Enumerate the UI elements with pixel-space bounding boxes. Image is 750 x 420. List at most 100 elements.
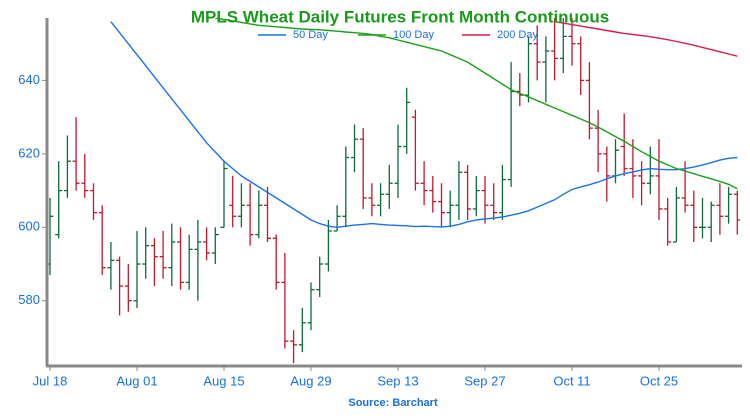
ohlc-bar	[63, 135, 71, 198]
x-tick-label: Oct 11	[553, 373, 590, 388]
ohlc-bar	[525, 36, 532, 103]
ohlc-bar	[725, 186, 733, 224]
ohlc-bar	[168, 223, 176, 287]
legend-label: 100 Day	[393, 29, 434, 41]
ohlc-bar	[377, 183, 385, 217]
ohlc-bar	[464, 164, 472, 220]
ohlc-bar	[620, 113, 628, 176]
y-tick-label: 640	[18, 72, 40, 87]
ohlc-bar	[707, 201, 715, 242]
y-tick-label: 620	[18, 145, 40, 160]
chart-title: MPLS Wheat Daily Futures Front Month Con…	[191, 7, 609, 26]
ohlc-bar	[351, 124, 358, 173]
ohlc-bar	[316, 256, 324, 298]
ohlc-bar	[681, 161, 689, 213]
ohlc-bar	[133, 230, 141, 309]
ohlc-bar	[264, 186, 271, 242]
ohlc-bar	[438, 183, 445, 228]
ohlc-bar	[594, 109, 602, 173]
ohlc-bar	[672, 186, 680, 243]
ohlc-bar	[403, 87, 411, 154]
ohlc-bar	[298, 308, 306, 353]
x-tick-label: Aug 15	[203, 373, 244, 388]
legend-label: 50 Day	[293, 29, 328, 41]
ohlc-bar	[455, 161, 463, 220]
ohlc-bar	[324, 219, 332, 272]
x-tick-label: Sep 13	[377, 373, 418, 388]
ohlc-bar	[638, 161, 646, 206]
ohlc-bar	[185, 234, 193, 290]
ohlc-bar	[655, 139, 663, 220]
ohlc-bar	[507, 62, 515, 187]
ohlc-bar	[603, 146, 611, 202]
ohlc-bar	[203, 227, 211, 261]
ohlc-bar	[568, 18, 576, 66]
ohlc-bar	[533, 25, 541, 81]
ohlc-bar	[255, 190, 263, 239]
ohlc-bar	[690, 190, 698, 242]
ohlc-bar	[150, 238, 158, 287]
ohlc-bar	[559, 18, 567, 74]
ohlc-bar	[359, 128, 367, 209]
ohlc-bar	[246, 183, 254, 246]
x-tick-label: Aug 29	[290, 373, 331, 388]
ohlc-bar	[368, 183, 376, 217]
ohlc-bar	[90, 183, 97, 220]
ohlc-bar	[281, 253, 289, 349]
ohlc-bar	[194, 219, 202, 301]
ohlc-bar	[716, 183, 724, 235]
source: Source: Barchart	[348, 397, 438, 409]
ohlc-bar	[142, 227, 150, 279]
ohlc-bar	[220, 161, 228, 228]
ohlc-bar	[237, 183, 245, 228]
ohlc-bar	[394, 124, 402, 198]
x-tick-label: Sep 27	[464, 373, 505, 388]
ohlc-bar	[420, 161, 428, 206]
ohlc-bar	[498, 164, 506, 220]
ohlc-bar	[490, 183, 498, 220]
x-tick-label: Oct 25	[640, 373, 678, 388]
legend-label: 200 Day	[497, 29, 538, 41]
ohlc-bar	[733, 190, 740, 235]
moving-average-line	[215, 18, 738, 190]
ohlc-bar	[411, 109, 419, 191]
ohlc-bar	[272, 234, 280, 290]
plot-area	[47, 18, 740, 364]
ohlc-bar	[124, 264, 132, 312]
ohlc-bar	[585, 62, 593, 140]
ohlc-bar	[551, 18, 559, 81]
ohlc-bar	[342, 146, 350, 228]
x-tick-label: Jul 18	[33, 373, 68, 388]
ohlc-bar	[159, 230, 167, 279]
ohlc-bar	[98, 205, 106, 276]
ohlc-bar	[542, 36, 550, 103]
ohlc-bar	[629, 139, 637, 198]
ohlc-bar	[177, 227, 184, 290]
ohlc-bar	[516, 73, 524, 107]
ohlc-bar	[446, 190, 454, 228]
y-tick-label: 600	[18, 219, 40, 234]
ohlc-bar	[307, 282, 315, 331]
ohlc-bar	[646, 146, 654, 195]
ohlc-bar	[55, 161, 63, 239]
moving-average-line	[110, 21, 738, 229]
ohlc-bar	[107, 241, 115, 290]
y-tick-label: 580	[18, 292, 40, 307]
ohlc-bar	[81, 153, 89, 198]
x-tick-label: Aug 01	[116, 373, 157, 388]
moving-average-line	[554, 21, 738, 57]
ohlc-bar	[472, 175, 480, 217]
ohlc-bar	[664, 197, 672, 246]
ohlc-bar	[429, 175, 437, 213]
ohlc-bar	[699, 197, 706, 239]
ohlc-bar	[385, 164, 393, 209]
ohlc-bar	[72, 117, 80, 191]
ohlc-bar	[211, 227, 219, 265]
ohlc-bar	[116, 256, 124, 316]
ohlc-bar	[481, 175, 489, 224]
ohlc-bar	[577, 36, 585, 96]
ohlc-bar	[229, 175, 237, 228]
ohlc-bar	[290, 330, 298, 364]
